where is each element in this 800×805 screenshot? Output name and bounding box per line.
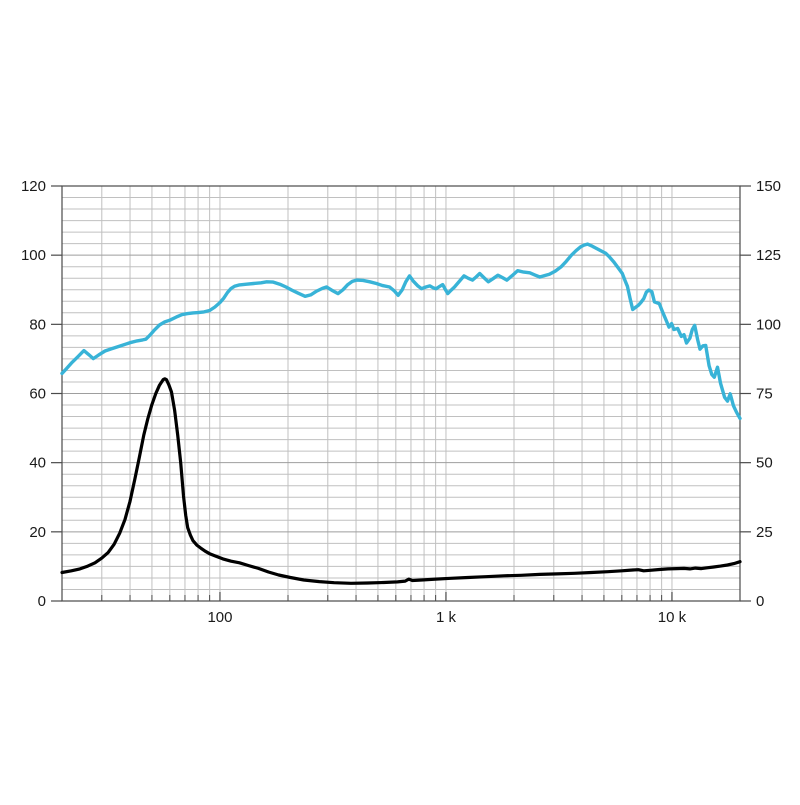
y-right-tick-label: 75 [756, 386, 773, 403]
y-left-tick-label: 120 [21, 178, 46, 195]
x-tick-label: 100 [207, 609, 232, 626]
y-left-tick-label: 60 [29, 386, 46, 403]
spl-frequency-response-curve [60, 242, 742, 421]
y-right-tick-label: 25 [756, 524, 773, 541]
y-left-tick-label: 100 [21, 247, 46, 264]
y-left-tick-label: 20 [29, 524, 46, 541]
y-right-tick-label: 125 [756, 247, 781, 264]
y-left-tick-label: 80 [29, 316, 46, 333]
x-tick-label: 10 k [658, 609, 687, 626]
y-left-tick-label: 0 [38, 593, 46, 610]
y-right-tick-label: 50 [756, 455, 773, 472]
y-right-tick-label: 0 [756, 593, 764, 610]
y-right-tick-label: 100 [756, 316, 781, 333]
y-left-tick-label: 40 [29, 455, 46, 472]
impedance-curve [60, 377, 742, 585]
y-right-tick-label: 150 [756, 178, 781, 195]
x-tick-label: 1 k [436, 609, 457, 626]
